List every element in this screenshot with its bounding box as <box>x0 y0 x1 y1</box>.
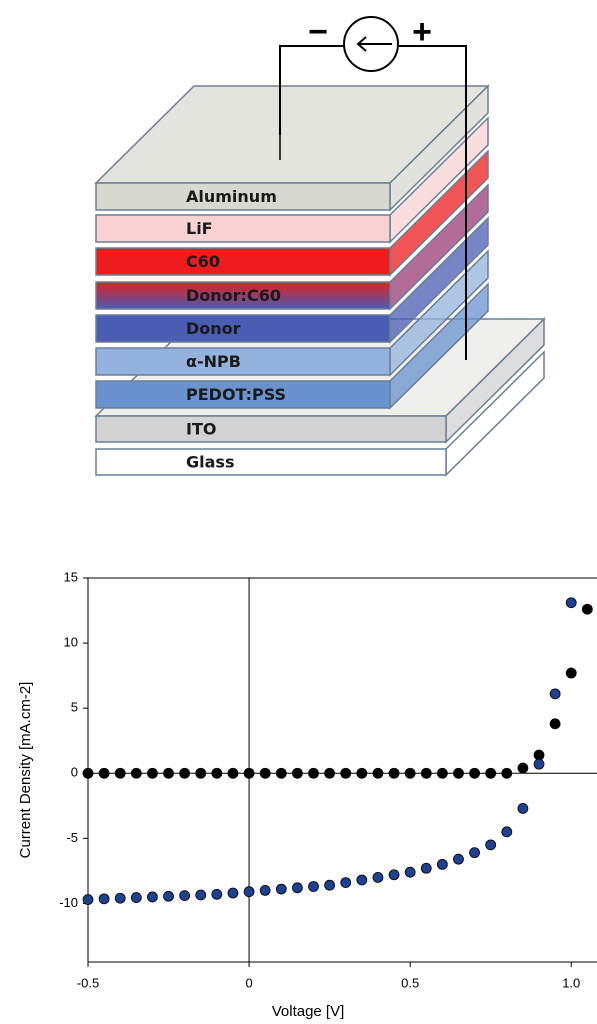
data-point <box>341 878 351 888</box>
data-point <box>357 768 367 778</box>
data-point <box>115 893 125 903</box>
layer-front <box>96 416 446 442</box>
data-point <box>357 875 367 885</box>
data-point <box>486 768 496 778</box>
data-point <box>164 768 174 778</box>
data-point <box>518 803 528 813</box>
y-tick-label: 10 <box>64 635 78 650</box>
data-point <box>244 768 254 778</box>
data-point <box>566 668 576 678</box>
x-tick-label: 0.5 <box>401 975 419 990</box>
data-point <box>99 768 109 778</box>
y-tick-label: 0 <box>71 765 78 780</box>
data-point <box>534 750 544 760</box>
y-axis-label: Current Density [mA.cm-2] <box>17 682 34 859</box>
layer-label: C60 <box>186 252 220 271</box>
data-point <box>582 604 592 614</box>
layer-front <box>96 315 390 342</box>
data-point <box>341 768 351 778</box>
data-point <box>147 892 157 902</box>
chart: -0.5 0 0.5 1.0 -10 -5 0 5 10 15 Voltage [V] Current… <box>17 569 597 1020</box>
data-point <box>292 768 302 778</box>
data-point <box>325 880 335 890</box>
data-point <box>405 867 415 877</box>
device-diagram: Glass ITO PEDOT:PSS α-NPB Donor Donor:C60 C60 L… <box>96 86 544 475</box>
data-point <box>421 768 431 778</box>
layer-front <box>96 449 446 475</box>
data-point <box>309 768 319 778</box>
x-tick-label: 0 <box>245 975 252 990</box>
layer-front <box>96 215 390 242</box>
data-point <box>309 882 319 892</box>
layer-front <box>96 348 390 375</box>
data-point <box>518 763 528 773</box>
layer-label: LiF <box>186 219 213 238</box>
data-point <box>131 768 141 778</box>
plus-sign: + <box>412 13 432 51</box>
data-point <box>244 887 254 897</box>
data-point <box>373 872 383 882</box>
data-point <box>83 768 93 778</box>
layer-label: Donor:C60 <box>186 286 281 305</box>
layer-label: Aluminum <box>186 187 277 206</box>
data-point <box>453 854 463 864</box>
data-point <box>453 768 463 778</box>
y-tick-label: -10 <box>59 895 78 910</box>
data-point <box>534 759 544 769</box>
minus-sign: − <box>308 13 328 51</box>
data-point <box>550 689 560 699</box>
data-point <box>212 768 222 778</box>
layer-label: Glass <box>186 453 234 472</box>
data-point <box>228 888 238 898</box>
layer-front <box>96 248 390 275</box>
y-tick-label: 5 <box>71 700 78 715</box>
data-point <box>131 893 141 903</box>
data-point <box>566 598 576 608</box>
x-tick-label: -0.5 <box>77 975 99 990</box>
data-point <box>373 768 383 778</box>
data-point <box>196 768 206 778</box>
data-point <box>276 884 286 894</box>
data-point <box>389 870 399 880</box>
figure: Glass ITO PEDOT:PSS α-NPB Donor Donor:C60 C60 L… <box>0 0 597 1024</box>
data-point <box>180 891 190 901</box>
data-point <box>470 768 480 778</box>
data-point <box>115 768 125 778</box>
data-point <box>486 840 496 850</box>
data-point <box>292 883 302 893</box>
data-point <box>276 768 286 778</box>
layer-label: Donor <box>186 319 241 338</box>
data-point <box>437 859 447 869</box>
data-point <box>260 885 270 895</box>
data-point <box>325 768 335 778</box>
data-point <box>212 889 222 899</box>
x-axis-label: Voltage [V] <box>272 1003 345 1020</box>
layer-label: ITO <box>186 420 216 439</box>
data-point <box>99 894 109 904</box>
data-point <box>260 768 270 778</box>
data-point <box>470 848 480 858</box>
y-tick-label: 15 <box>64 569 78 584</box>
x-tick-label: 1.0 <box>562 975 580 990</box>
data-point <box>502 827 512 837</box>
data-point <box>228 768 238 778</box>
y-tick-label: -5 <box>66 830 78 845</box>
layer-label: PEDOT:PSS <box>186 385 286 404</box>
data-point <box>502 768 512 778</box>
data-point <box>421 863 431 873</box>
data-point <box>550 719 560 729</box>
data-point <box>164 891 174 901</box>
data-point <box>405 768 415 778</box>
data-point <box>389 768 399 778</box>
data-point <box>147 768 157 778</box>
data-point <box>437 768 447 778</box>
data-point <box>83 895 93 905</box>
data-point <box>196 890 206 900</box>
data-point <box>180 768 190 778</box>
layer-label: α-NPB <box>186 352 241 371</box>
